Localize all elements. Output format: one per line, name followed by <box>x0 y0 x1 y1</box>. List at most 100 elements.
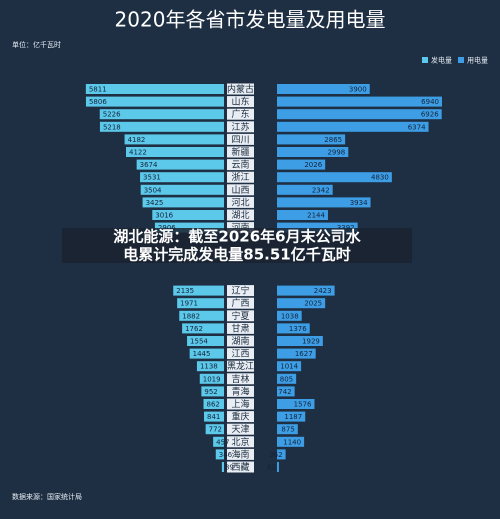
bar <box>85 96 225 107</box>
value-label: 82 <box>267 464 276 472</box>
category-box <box>227 398 254 410</box>
bar <box>277 134 346 145</box>
value-label: 1882 <box>182 312 200 320</box>
category-box <box>227 310 254 322</box>
value-label: 362 <box>269 451 282 459</box>
value-label: 3934 <box>350 199 368 207</box>
bar <box>277 197 371 208</box>
category-box <box>227 96 254 108</box>
bar <box>196 361 224 372</box>
category-box <box>227 146 254 158</box>
value-label: 1445 <box>193 350 211 358</box>
bar <box>142 197 224 208</box>
bar <box>182 323 224 334</box>
category-label: 湖南 <box>231 335 249 347</box>
bar <box>277 285 335 296</box>
category-box <box>227 171 254 183</box>
category-label: 黑龙江 <box>227 360 254 372</box>
category-box <box>227 184 254 196</box>
bar <box>277 184 333 195</box>
value-label: 841 <box>207 413 220 421</box>
bar <box>99 109 224 120</box>
category-box <box>227 133 254 145</box>
value-label: 6926 <box>421 111 439 119</box>
category-label: 山东 <box>231 96 249 108</box>
value-label: 742 <box>278 388 291 396</box>
bar <box>205 424 224 435</box>
category-box <box>227 360 254 372</box>
value-label: 3531 <box>143 174 161 182</box>
value-label: 4830 <box>371 174 389 182</box>
category-label: 江西 <box>231 349 249 360</box>
category-box <box>227 297 254 309</box>
bar <box>124 134 224 145</box>
category-box <box>227 461 254 473</box>
bar <box>277 222 358 233</box>
legend: 发电量 用电量 <box>422 56 488 65</box>
bar <box>277 399 315 409</box>
category-label: 上海 <box>231 398 249 410</box>
bar <box>177 298 224 309</box>
bar <box>213 436 224 447</box>
value-label: 1929 <box>302 338 320 346</box>
value-label: 1019 <box>203 375 221 383</box>
bar <box>189 348 224 359</box>
overlay-box <box>62 228 412 263</box>
category-label: 新疆 <box>231 146 249 158</box>
legend-label: 用电量 <box>467 56 488 65</box>
value-label: 3425 <box>146 199 164 207</box>
value-label: 1038 <box>281 312 299 320</box>
bar <box>154 222 224 233</box>
value-label: 5218 <box>103 123 121 131</box>
category-label: 青海 <box>231 385 249 397</box>
value-label: 89 <box>225 464 234 472</box>
value-label: 457 <box>216 438 229 446</box>
source: 数据来源：国家统计局 <box>12 492 82 501</box>
category-label: 重庆 <box>231 411 249 423</box>
bar <box>277 298 326 309</box>
value-label: 875 <box>281 426 294 434</box>
unit-label: 单位：亿千瓦时 <box>12 40 61 49</box>
value-label: 2135 <box>176 287 194 295</box>
value-label: 4182 <box>128 136 146 144</box>
category-label: 浙江 <box>231 171 249 183</box>
bar <box>277 424 298 435</box>
bar <box>277 84 370 94</box>
value-label: 2865 <box>324 136 342 144</box>
category-label: 西藏 <box>231 461 249 473</box>
bar <box>277 121 429 132</box>
category-label: 辽宁 <box>231 285 249 297</box>
value-label: 6374 <box>408 123 426 131</box>
value-label: 2342 <box>312 186 330 194</box>
bar <box>203 399 224 409</box>
value-label: 5811 <box>89 86 107 94</box>
category-label: 北京 <box>231 436 249 448</box>
bar <box>277 336 323 346</box>
bar <box>277 159 326 170</box>
legend-swatch <box>422 57 428 63</box>
bar <box>199 373 224 384</box>
bar <box>221 462 224 472</box>
bar <box>140 172 224 183</box>
category-box <box>227 322 254 334</box>
category-label: 江苏 <box>231 121 249 133</box>
category-label: 湖北 <box>231 210 249 221</box>
category-label: 广西 <box>231 297 249 309</box>
value-label: 1554 <box>190 338 208 346</box>
value-label: 346 <box>219 451 233 459</box>
bar <box>277 96 442 107</box>
bar <box>277 373 297 384</box>
bar <box>179 310 224 321</box>
bar <box>277 411 306 422</box>
category-box <box>227 373 254 385</box>
category-label: 天津 <box>231 424 249 435</box>
bar <box>204 411 224 422</box>
value-label: 3900 <box>349 86 367 94</box>
category-box <box>227 436 254 448</box>
bar <box>277 323 310 334</box>
bar <box>125 147 224 157</box>
bar <box>277 449 286 460</box>
category-box <box>227 159 254 171</box>
value-label: 3674 <box>140 161 158 169</box>
